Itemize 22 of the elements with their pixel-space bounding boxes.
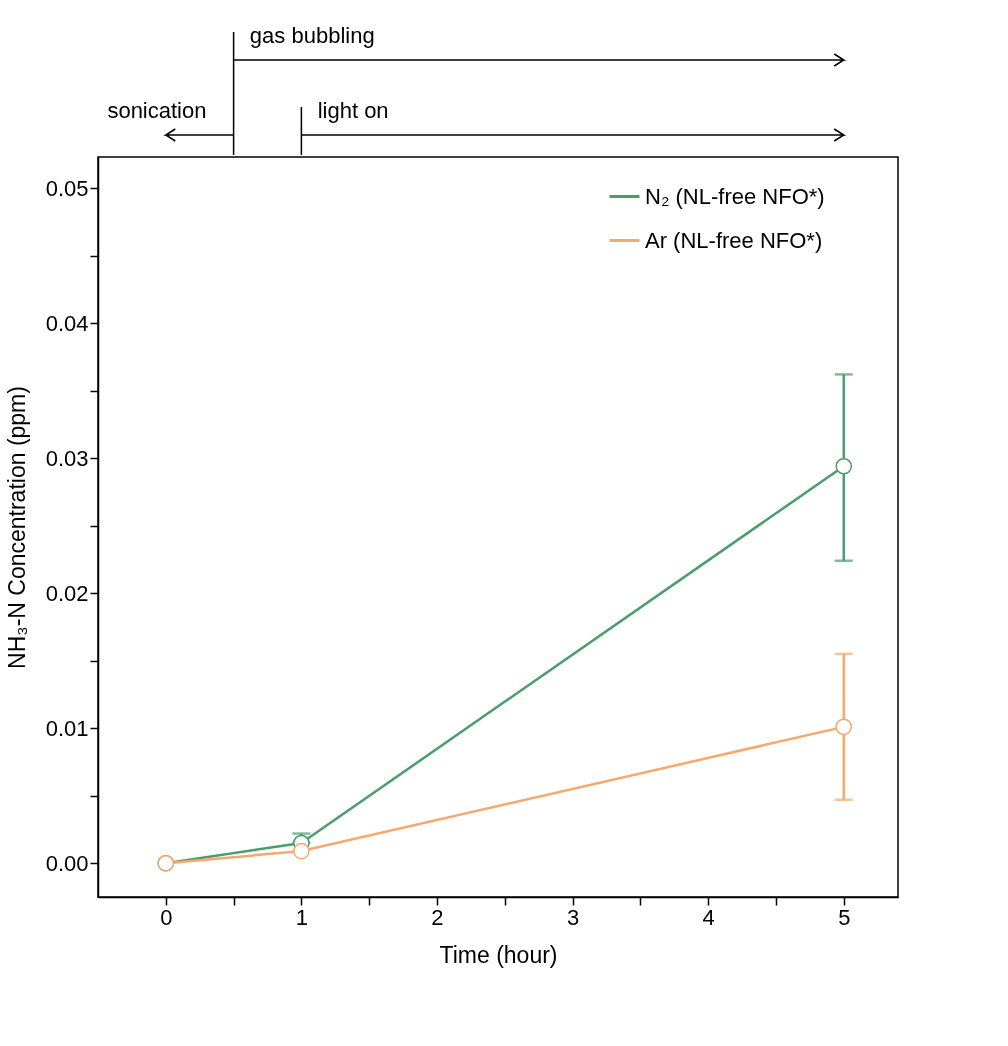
y-tick-label: 0.04 xyxy=(45,310,89,336)
x-axis-title: Time (hour) xyxy=(439,941,558,968)
y-axis-title: NH₃-N Concentration (ppm) xyxy=(3,386,30,669)
text: sonication xyxy=(107,98,207,123)
text: gas bubbling xyxy=(249,23,375,48)
x-tick-label: 5 xyxy=(838,904,851,930)
text: light on xyxy=(317,98,389,123)
point xyxy=(293,842,310,860)
x-tick-label: 2 xyxy=(431,904,444,930)
y-tick-label: 0.00 xyxy=(45,850,89,876)
y-tick-label: 0.03 xyxy=(45,445,89,471)
point xyxy=(835,718,853,736)
y-tick-label: 0.02 xyxy=(45,580,89,606)
point xyxy=(835,457,853,475)
x-tick-label: 1 xyxy=(295,904,309,930)
x-tick-label: 0 xyxy=(160,904,173,930)
y-tick-label: 0.01 xyxy=(45,715,89,741)
y-tick-label: 0.05 xyxy=(45,175,89,201)
legend-label: N₂ (NL-free NFO*) xyxy=(645,183,825,209)
x-tick-label: 3 xyxy=(566,904,580,930)
x-tick-label: 4 xyxy=(702,904,715,930)
legend-label: Ar (NL-free NFO*) xyxy=(645,227,823,253)
